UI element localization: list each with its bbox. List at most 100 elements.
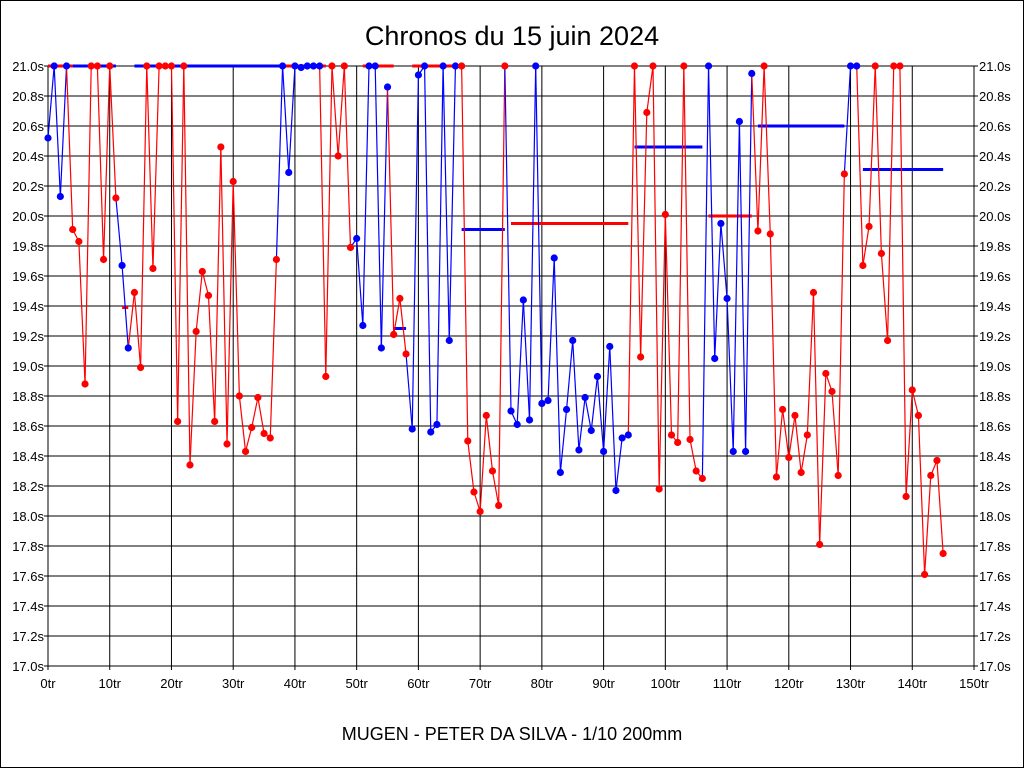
lap-time-point	[470, 488, 478, 496]
lap-time-point	[630, 62, 639, 70]
series-segment	[633, 65, 642, 358]
series-segment	[819, 373, 827, 545]
series-segment	[609, 346, 617, 491]
series-segment	[843, 65, 852, 175]
series-segment	[590, 376, 599, 431]
lap-time-point	[124, 344, 132, 352]
series-segment	[146, 65, 154, 269]
series-segment	[65, 65, 74, 230]
lap-time-point	[655, 485, 663, 493]
y-tick-label-left: 17.0s	[12, 659, 44, 674]
x-tick-label: 150tr	[959, 676, 989, 691]
lap-time-point	[717, 219, 725, 228]
y-tick-label-left: 18.4s	[12, 449, 44, 464]
series-segment	[547, 257, 555, 401]
lap-time-point	[859, 261, 867, 270]
lap-time-point	[704, 62, 713, 70]
series-segment	[744, 73, 753, 452]
series-segment	[646, 65, 654, 113]
series-segment	[683, 65, 691, 440]
y-tick-label-right: 18.8s	[979, 389, 1011, 404]
series-segment	[78, 241, 86, 385]
lap-time-point	[464, 437, 472, 445]
lap-time-point	[155, 62, 163, 70]
x-tick-label: 90tr	[592, 676, 615, 691]
axes: 17.0s 17.0s 17.2s 17.2s 17.4s 17.4s 17.6s 17.6s…	[12, 59, 1011, 691]
series-segment	[467, 440, 475, 493]
x-tick-label: 20tr	[160, 676, 183, 691]
lap-time-point	[754, 227, 762, 235]
series-segment	[763, 65, 771, 235]
series-segment	[461, 65, 469, 442]
series-segment	[578, 397, 586, 451]
lap-time-point	[248, 423, 256, 432]
lap-time-point	[556, 468, 564, 477]
series-segment	[84, 65, 92, 385]
y-tick-label-left: 20.8s	[12, 89, 44, 104]
y-tick-label-left: 20.4s	[12, 149, 44, 164]
lap-time-point	[174, 417, 182, 426]
lap-time-point	[667, 431, 676, 439]
lap-time-point	[661, 210, 669, 219]
series-segment	[59, 65, 68, 197]
lap-time-point	[272, 255, 281, 264]
series-segment	[615, 437, 623, 491]
y-tick-label-right: 19.8s	[979, 239, 1011, 254]
lap-time-point	[130, 288, 139, 297]
series-segment	[386, 86, 395, 335]
series-segment	[584, 397, 592, 431]
series-segment	[140, 65, 148, 368]
lap-time-point	[871, 62, 879, 70]
lap-time-point	[186, 461, 194, 469]
series-segment	[528, 65, 537, 421]
y-tick-label-left: 19.0s	[12, 359, 44, 374]
lap-time-point	[204, 291, 213, 300]
lap-time-point	[266, 434, 274, 442]
lap-time-point	[334, 152, 342, 160]
x-tick-label: 50tr	[345, 676, 368, 691]
series-segment	[109, 65, 117, 199]
series-segment	[485, 415, 494, 472]
y-tick-label-right: 20.2s	[979, 179, 1011, 194]
series-segment	[226, 181, 234, 445]
y-tick-label-right: 17.2s	[979, 629, 1011, 644]
series-segment	[874, 65, 882, 254]
series-segment	[886, 65, 895, 341]
lap-time-point	[99, 255, 108, 264]
y-tick-label-right: 19.0s	[979, 359, 1011, 374]
lap-time-point	[192, 327, 200, 336]
lap-time-point	[914, 411, 923, 420]
lap-time-point	[809, 288, 818, 297]
lap-time-point	[896, 62, 904, 70]
series-segment	[596, 376, 605, 452]
series-segment	[380, 86, 389, 349]
lap-time-point	[495, 501, 503, 510]
lap-time-point	[371, 62, 379, 70]
series-segment	[720, 223, 728, 299]
series-segment	[214, 146, 222, 422]
series-segment	[405, 353, 413, 430]
x-tick-label: 130tr	[836, 676, 866, 691]
lap-time-point	[81, 380, 89, 388]
series-segment	[374, 65, 382, 349]
lap-time-point	[853, 62, 861, 70]
lap-time-point	[587, 426, 595, 435]
lap-time-point	[575, 446, 583, 454]
x-tick-label: 30tr	[222, 676, 245, 691]
lap-time-point	[865, 222, 873, 231]
lap-time-point	[50, 62, 58, 70]
lap-time-point	[507, 407, 515, 415]
lap-time-point	[729, 447, 737, 456]
series-segment	[769, 233, 778, 478]
lap-time-point	[198, 267, 206, 276]
y-tick-label-right: 17.0s	[979, 659, 1011, 674]
lap-time-point	[562, 405, 571, 414]
x-tick-label: 60tr	[407, 676, 430, 691]
lap-time-point	[791, 411, 799, 420]
lap-time-point	[828, 387, 836, 396]
lap-time-point	[439, 62, 447, 70]
series-segment	[152, 65, 160, 269]
lap-time-point	[260, 429, 268, 438]
lap-time-point	[606, 342, 614, 351]
lap-time-point	[420, 62, 429, 70]
